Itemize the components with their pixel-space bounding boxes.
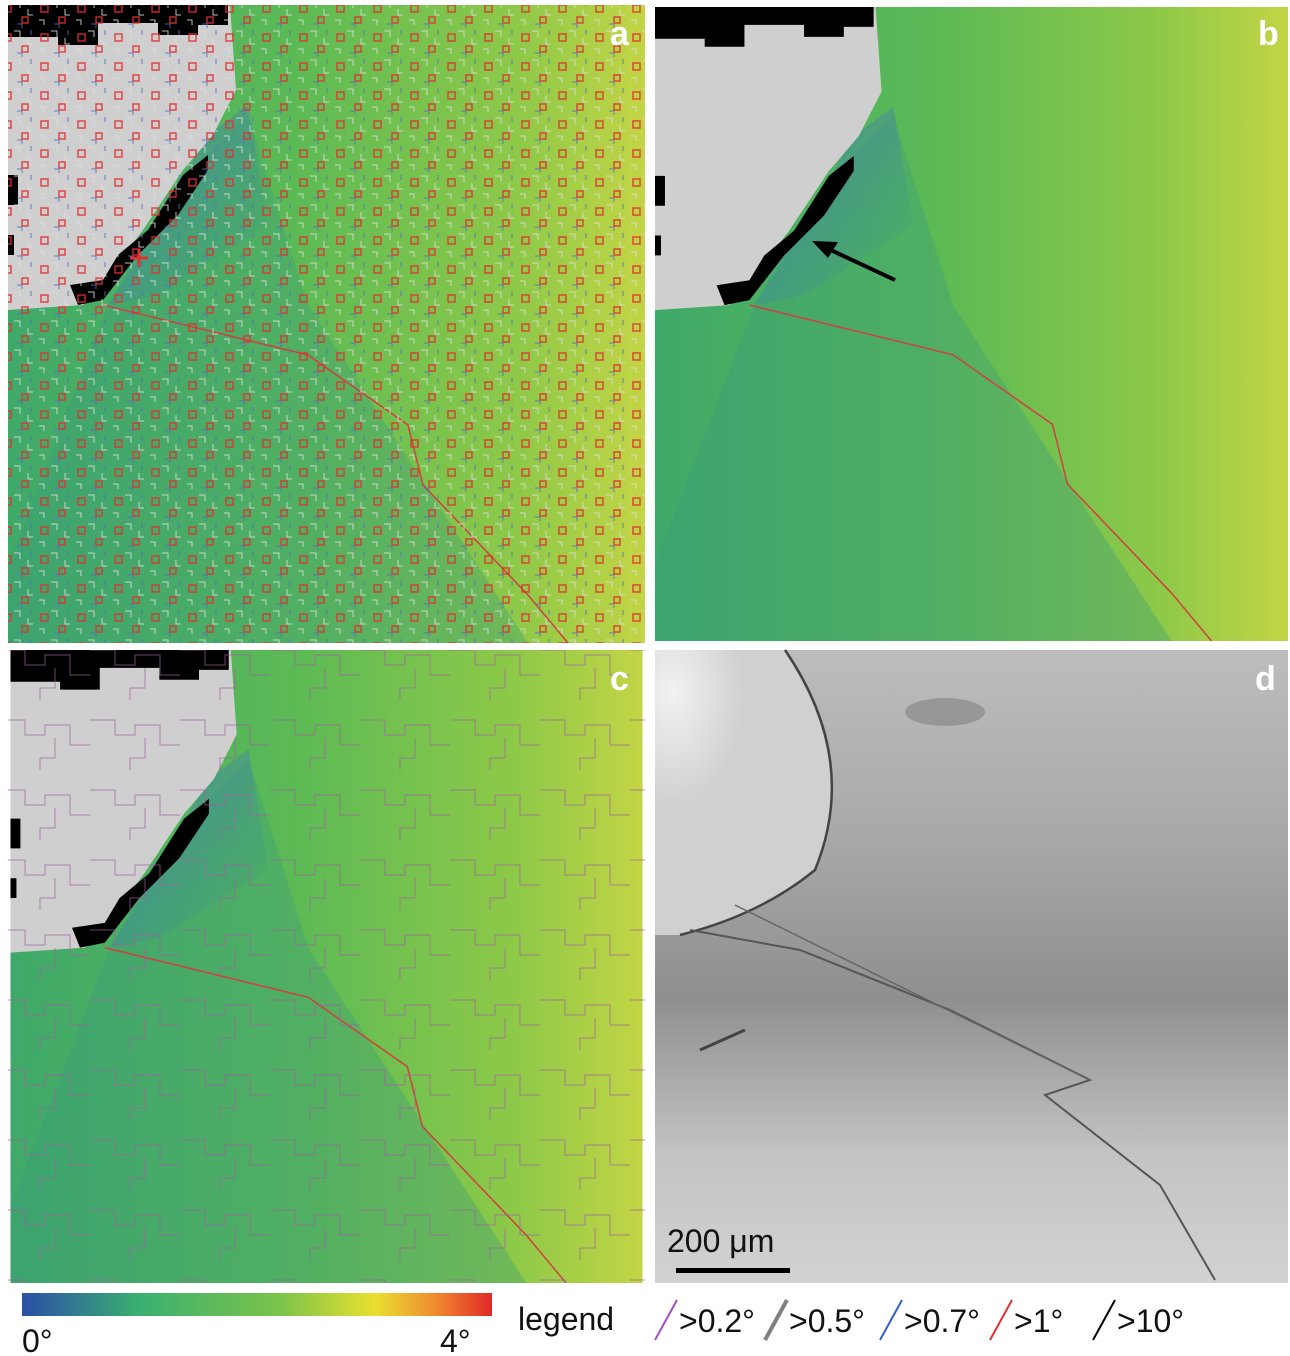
legend-swatch bbox=[763, 1299, 789, 1341]
panel-label: d bbox=[1255, 660, 1276, 698]
legend-swatch bbox=[989, 1299, 1013, 1341]
legend: >0.2° >0.5° >0.7° >1° >10° bbox=[654, 1299, 1184, 1341]
legend-swatch bbox=[879, 1299, 903, 1341]
panel-label: a bbox=[610, 15, 630, 53]
panel-b: b bbox=[655, 6, 1288, 642]
legend-label: >1° bbox=[1014, 1303, 1063, 1339]
panel-a: a bbox=[8, 5, 645, 643]
legend-swatch bbox=[654, 1299, 678, 1341]
panel-c: c bbox=[8, 650, 645, 1283]
legend-title: legend bbox=[518, 1301, 614, 1337]
colorbar-max: 4° bbox=[440, 1323, 471, 1356]
panel-d: d 200 μm bbox=[655, 649, 1288, 1283]
colorbar bbox=[22, 1293, 492, 1316]
panel-label: b bbox=[1258, 15, 1279, 53]
legend-swatch bbox=[1092, 1299, 1116, 1341]
legend-label: >0.5° bbox=[789, 1303, 865, 1339]
legend-label: >10° bbox=[1117, 1303, 1184, 1339]
legend-label: >0.7° bbox=[904, 1303, 980, 1339]
legend-label: >0.2° bbox=[679, 1303, 755, 1339]
panel-label: c bbox=[610, 660, 629, 698]
scale-bar bbox=[676, 1268, 790, 1273]
colorbar-min: 0° bbox=[22, 1323, 53, 1356]
scale-bar-label: 200 μm bbox=[667, 1223, 774, 1259]
